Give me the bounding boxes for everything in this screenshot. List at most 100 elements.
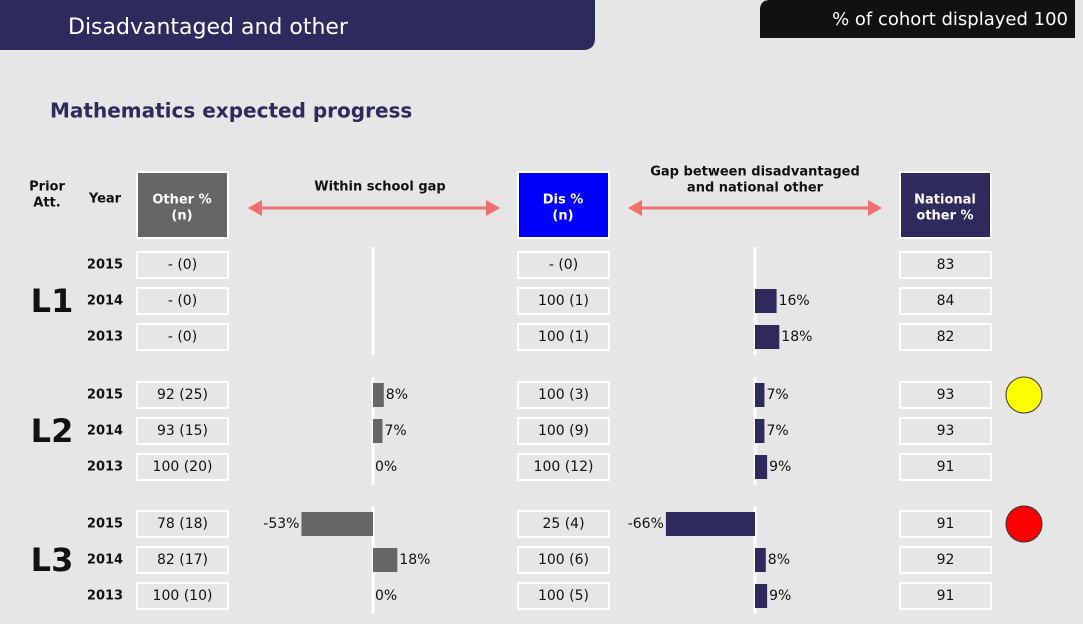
year: 2015 [87, 388, 123, 403]
column-header: Within school gap [314, 180, 445, 195]
cell-box [136, 453, 229, 481]
cell-box [136, 417, 229, 445]
cell-box [136, 582, 229, 610]
cell-box [899, 381, 992, 409]
year: 2014 [87, 294, 123, 309]
gap-label: 18% [781, 329, 812, 345]
gap-bar [373, 383, 384, 407]
cell-other: - (0) [168, 329, 197, 345]
gap-bar [755, 419, 765, 443]
cell-national: 91 [937, 588, 955, 604]
cell-other: 93 (15) [157, 423, 208, 439]
gap-label: -53% [263, 516, 299, 532]
column-header: Att. [33, 196, 60, 211]
cell-other: 78 (18) [157, 516, 208, 532]
cell-box [899, 546, 992, 574]
status-indicator [1005, 376, 1043, 414]
cell-national: 93 [937, 387, 955, 403]
other-header-box [136, 171, 229, 239]
cell-box [517, 582, 610, 610]
cell-dis: 100 (9) [538, 423, 589, 439]
year: 2014 [87, 553, 123, 568]
cell-box [136, 287, 229, 315]
status-indicator [1005, 505, 1043, 543]
cell-box [899, 453, 992, 481]
cell-box [899, 251, 992, 279]
group-label: L3 [31, 541, 74, 579]
cell-other: 100 (10) [153, 588, 213, 604]
gap-bar [373, 419, 383, 443]
cell-box [517, 417, 610, 445]
column-header: Dis % [543, 193, 584, 208]
cell-other: - (0) [168, 257, 197, 273]
cohort: % of cohort displayed 100 [832, 9, 1068, 30]
column-header: Year [88, 192, 122, 207]
cell-box [899, 417, 992, 445]
year: 2013 [87, 589, 123, 604]
subtitle: Mathematics expected progress [50, 99, 412, 123]
cell-box [136, 251, 229, 279]
cell-box [899, 582, 992, 610]
national-header-box [899, 171, 992, 239]
cell-national: 83 [937, 257, 955, 273]
cell-box [517, 287, 610, 315]
gap-label: 0% [375, 459, 397, 475]
cell-dis: 100 (6) [538, 552, 589, 568]
arrows [248, 200, 882, 216]
gap-bar [755, 325, 780, 349]
year: 2013 [87, 460, 123, 475]
cell-box [136, 381, 229, 409]
column-header: Other % [152, 193, 211, 208]
gap-bar [755, 455, 768, 479]
year: 2015 [87, 258, 123, 273]
gap-label: 7% [384, 423, 406, 439]
cell-box [517, 251, 610, 279]
gap-label: 9% [769, 459, 791, 475]
cell-dis: 100 (1) [538, 329, 589, 345]
column-header: (n) [171, 209, 192, 224]
cell-box [517, 546, 610, 574]
cell-other: - (0) [168, 293, 197, 309]
cell-national: 92 [937, 552, 955, 568]
column-header: (n) [552, 209, 573, 224]
gap-label: 18% [399, 552, 430, 568]
gap-label: 9% [769, 588, 791, 604]
cell-national: 82 [937, 329, 955, 345]
year: 2015 [87, 517, 123, 532]
cell-national: 93 [937, 423, 955, 439]
cell-box [899, 510, 992, 538]
cell-national: 84 [937, 293, 955, 309]
cell-box [899, 287, 992, 315]
dis-header-box [517, 171, 610, 239]
gap-bar [665, 512, 755, 536]
column-header: other % [916, 209, 973, 224]
cell-box [517, 381, 610, 409]
gap-label: 0% [375, 588, 397, 604]
cell-dis: 100 (3) [538, 387, 589, 403]
group-label: L1 [31, 282, 74, 320]
cell-other: 92 (25) [157, 387, 208, 403]
cell-dis: 100 (12) [534, 459, 594, 475]
cell-other: 82 (17) [157, 552, 208, 568]
title-bar [0, 0, 595, 50]
gap-bar [755, 383, 765, 407]
cell-box [517, 453, 610, 481]
year: 2013 [87, 330, 123, 345]
cell-dis: 100 (5) [538, 588, 589, 604]
cell-box [517, 510, 610, 538]
column-header: Gap between disadvantaged [650, 165, 860, 180]
column-header: National [914, 193, 976, 208]
gap-bar [755, 584, 768, 608]
gap-label: 8% [768, 552, 790, 568]
cell-box [899, 323, 992, 351]
gap-label: 8% [386, 387, 408, 403]
gap-bar [755, 548, 766, 572]
cell-box [517, 323, 610, 351]
gap-label: 7% [766, 387, 788, 403]
gap-bar [373, 548, 398, 572]
gap-label: 16% [779, 293, 810, 309]
cell-box [136, 510, 229, 538]
title: Disadvantaged and other [68, 15, 349, 40]
cell-dis: 25 (4) [542, 516, 584, 532]
